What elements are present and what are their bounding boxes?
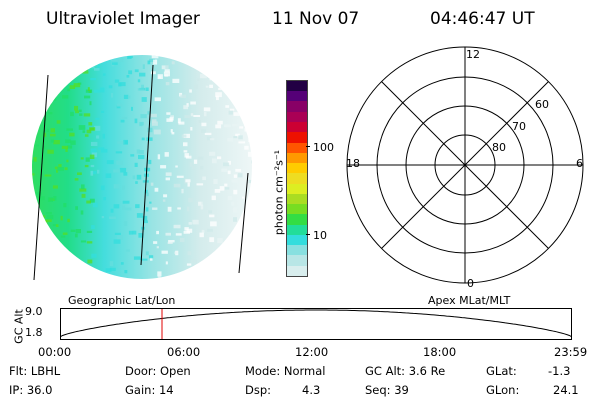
x-tick-0600: 06:00 bbox=[167, 345, 201, 359]
colorbar-segment bbox=[287, 245, 307, 256]
x-tick-2359: 23:59 bbox=[554, 345, 588, 359]
colorbar-segment bbox=[287, 183, 307, 194]
gain-info: Gain: 14 bbox=[125, 383, 174, 397]
filter-info: Flt: LBHL bbox=[9, 364, 61, 378]
auroral-image bbox=[32, 55, 252, 281]
colorbar-segment bbox=[287, 122, 307, 133]
mode-info: Mode: Normal bbox=[245, 364, 326, 378]
polar-grid bbox=[346, 46, 584, 284]
date-label: 11 Nov 07 bbox=[272, 9, 360, 29]
timeline-y-tick: 1.8 bbox=[25, 326, 43, 339]
colorbar-segment bbox=[287, 214, 307, 225]
earth-disk bbox=[32, 55, 252, 279]
dsp-label: Dsp: bbox=[245, 383, 272, 397]
colorbar-segment bbox=[287, 193, 307, 205]
colorbar-segment bbox=[287, 111, 307, 123]
mlt-label-left: 18 bbox=[346, 157, 360, 170]
timeline-plot bbox=[60, 308, 572, 340]
colorbar bbox=[286, 80, 308, 277]
longitude-line bbox=[33, 74, 49, 281]
colorbar-segment bbox=[287, 132, 307, 143]
colorbar-segment bbox=[287, 152, 307, 164]
longitude-line bbox=[238, 172, 249, 274]
lat-label: 60 bbox=[535, 98, 549, 111]
glon-value: 24.1 bbox=[553, 383, 579, 397]
colorbar-tick-label: 10 bbox=[313, 229, 327, 242]
ip-info: IP: 36.0 bbox=[9, 383, 53, 397]
mlt-label-bottom: 0 bbox=[467, 277, 474, 290]
x-tick-1800: 18:00 bbox=[423, 345, 457, 359]
colorbar-segment bbox=[287, 91, 307, 102]
x-tick-1200: 12:00 bbox=[295, 345, 329, 359]
timeline-y-tick: 9.0 bbox=[25, 305, 43, 318]
colorbar-segment bbox=[287, 163, 307, 174]
colorbar-segment bbox=[287, 255, 307, 266]
colorbar-segment bbox=[287, 101, 307, 112]
altitude-curve bbox=[60, 309, 572, 338]
colorbar-segment bbox=[287, 80, 307, 92]
colorbar-segment bbox=[287, 173, 307, 184]
polar-axis bbox=[381, 81, 549, 249]
colorbar-segment bbox=[287, 234, 307, 246]
colorbar-tick bbox=[306, 234, 310, 235]
glat-label: GLat: bbox=[486, 364, 517, 378]
instrument-title: Ultraviolet Imager bbox=[46, 9, 200, 29]
colorbar-segment bbox=[287, 204, 307, 215]
door-info: Door: Open bbox=[125, 364, 191, 378]
timeline-axis-label: GC Alt bbox=[12, 309, 26, 344]
dsp-value: 4.3 bbox=[302, 383, 321, 397]
lat-label: 80 bbox=[492, 141, 506, 154]
longitude-line bbox=[140, 64, 154, 266]
glat-value: -1.3 bbox=[548, 364, 571, 378]
glon-label: GLon: bbox=[486, 383, 520, 397]
apex-label: Apex MLat/MLT bbox=[428, 294, 511, 307]
mlt-label-right: 6 bbox=[576, 157, 583, 170]
geographic-label: Geographic Lat/Lon bbox=[68, 294, 176, 307]
x-tick-0000: 00:00 bbox=[38, 345, 72, 359]
time-label: 04:46:47 UT bbox=[430, 9, 535, 29]
colorbar-tick bbox=[306, 146, 310, 147]
colorbar-unit-label: photon cm⁻²s⁻¹ bbox=[272, 149, 286, 236]
mlt-label-top: 12 bbox=[466, 48, 480, 61]
colorbar-tick-label: 100 bbox=[313, 141, 334, 154]
gc-alt-info: GC Alt: 3.6 Re bbox=[365, 364, 446, 378]
colorbar-segment bbox=[287, 142, 307, 153]
seq-info: Seq: 39 bbox=[365, 383, 409, 397]
colorbar-segment bbox=[287, 224, 307, 235]
lat-label: 70 bbox=[512, 120, 526, 133]
colorbar-segment bbox=[287, 265, 307, 276]
timeline-frame bbox=[60, 308, 572, 340]
